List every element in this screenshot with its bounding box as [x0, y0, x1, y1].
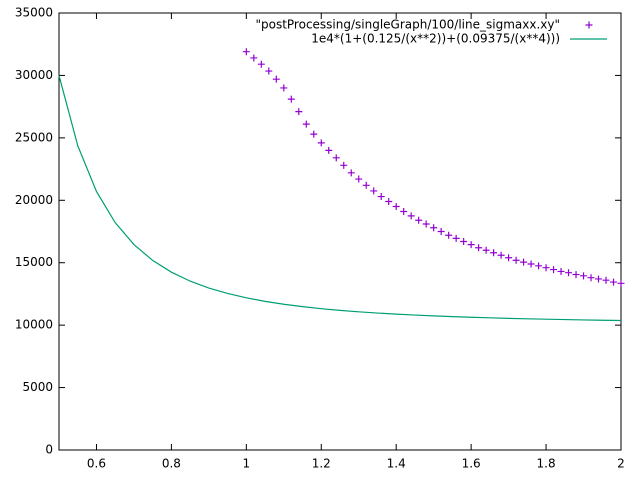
point	[355, 175, 363, 183]
point	[452, 234, 460, 242]
x-tick-label: 1.8	[537, 457, 556, 471]
point	[505, 254, 513, 262]
point	[557, 267, 565, 275]
point	[497, 251, 505, 259]
point	[467, 241, 475, 249]
point	[445, 231, 453, 239]
y-tick-label: 0	[45, 443, 53, 457]
point	[482, 246, 490, 254]
point	[250, 54, 258, 62]
point	[325, 146, 333, 154]
point	[437, 228, 445, 235]
point	[280, 84, 288, 92]
point	[362, 181, 370, 189]
point	[460, 237, 468, 245]
point	[242, 48, 250, 56]
point	[587, 274, 595, 282]
point	[602, 276, 610, 284]
x-tick-label: 2	[617, 457, 625, 471]
point	[347, 169, 355, 177]
y-tick-label: 35000	[15, 6, 53, 20]
point	[265, 67, 273, 75]
point	[475, 244, 483, 252]
x-tick-label: 0.8	[162, 457, 181, 471]
x-tick-label: 1.6	[462, 457, 481, 471]
point	[317, 139, 325, 147]
point	[392, 203, 400, 211]
point	[527, 260, 535, 268]
point	[332, 154, 340, 162]
line	[58, 75, 622, 322]
point	[385, 198, 393, 206]
point	[407, 212, 415, 220]
point	[430, 224, 438, 232]
x-tick-label: 0.6	[87, 457, 106, 471]
plot-frame	[58, 12, 622, 451]
legend-label: 1e4*(1+(0.125/(x**2))+(0.09375/(x**4)))	[311, 32, 560, 46]
point	[310, 130, 318, 138]
point	[520, 258, 528, 266]
x-tick-label: 1.4	[387, 457, 406, 471]
point	[295, 108, 303, 116]
point	[572, 271, 580, 279]
point	[257, 60, 265, 68]
y-tick-label: 30000	[15, 68, 53, 82]
point	[535, 262, 543, 270]
point	[580, 272, 588, 280]
legend-label: "postProcessing/singleGraph/100/line_sig…	[255, 18, 560, 32]
point	[415, 216, 423, 224]
point	[490, 249, 498, 257]
point	[377, 193, 385, 201]
point	[287, 95, 295, 103]
point	[565, 269, 573, 277]
x-tick-label: 1	[243, 457, 251, 471]
point	[302, 120, 310, 128]
point	[272, 75, 280, 83]
point	[370, 187, 378, 195]
point	[610, 278, 618, 286]
point	[340, 161, 348, 169]
point	[512, 256, 520, 264]
point	[542, 264, 550, 272]
y-tick-label: 10000	[15, 318, 53, 332]
y-tick-label: 5000	[22, 380, 53, 394]
point	[617, 279, 625, 287]
point	[422, 220, 430, 228]
point	[595, 275, 603, 283]
y-tick-label: 25000	[15, 130, 53, 144]
legend-marker	[585, 21, 593, 29]
y-tick-label: 15000	[15, 255, 53, 269]
point	[550, 266, 558, 274]
point	[400, 208, 408, 216]
y-tick-label: 20000	[15, 193, 53, 207]
x-tick-label: 1.2	[312, 457, 331, 471]
